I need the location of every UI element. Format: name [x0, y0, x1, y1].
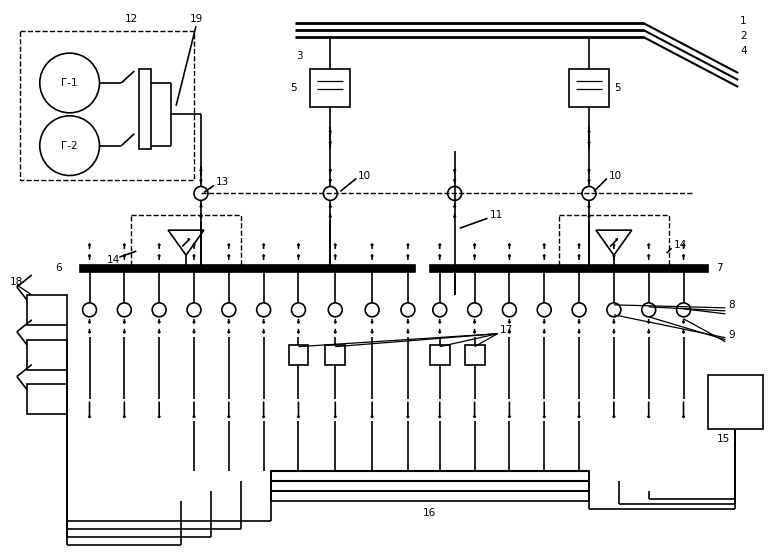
Text: 12: 12	[125, 14, 138, 24]
Bar	[289, 345, 308, 365]
Text: 18: 18	[10, 277, 23, 287]
Text: 14: 14	[106, 255, 119, 265]
Text: 17: 17	[499, 325, 512, 335]
Text: 3: 3	[296, 51, 303, 61]
Bar	[271, 471, 589, 501]
Bar	[325, 345, 346, 365]
Bar	[708, 375, 763, 429]
Text: 10: 10	[609, 170, 622, 180]
Bar	[465, 345, 484, 365]
Bar	[80, 265, 415, 272]
Text: 5: 5	[614, 83, 621, 93]
Bar	[140, 69, 151, 149]
Bar	[131, 215, 241, 270]
Text: 6: 6	[55, 263, 62, 273]
Text: 16: 16	[424, 508, 437, 518]
Bar	[569, 69, 609, 107]
Text: Г-1: Г-1	[62, 78, 78, 88]
Bar	[27, 340, 66, 370]
Bar	[430, 345, 450, 365]
Bar	[430, 265, 708, 272]
Text: 15: 15	[716, 434, 729, 444]
Text: 11: 11	[490, 210, 503, 220]
Text: 19: 19	[190, 14, 203, 24]
Bar	[310, 69, 350, 107]
Bar	[27, 385, 66, 415]
Bar	[27, 295, 66, 325]
Text: 14: 14	[674, 240, 687, 250]
Text: 13: 13	[216, 178, 229, 188]
Bar	[20, 31, 194, 180]
Text: 1: 1	[740, 16, 747, 26]
Text: 9: 9	[729, 330, 735, 340]
Text: 8: 8	[729, 300, 735, 310]
Text: 5: 5	[290, 83, 297, 93]
Bar	[559, 215, 668, 270]
Text: 7: 7	[716, 263, 723, 273]
Text: 4: 4	[740, 46, 747, 56]
Text: 10: 10	[358, 170, 371, 180]
Text: 2: 2	[740, 31, 747, 41]
Text: Г-2: Г-2	[62, 140, 78, 150]
